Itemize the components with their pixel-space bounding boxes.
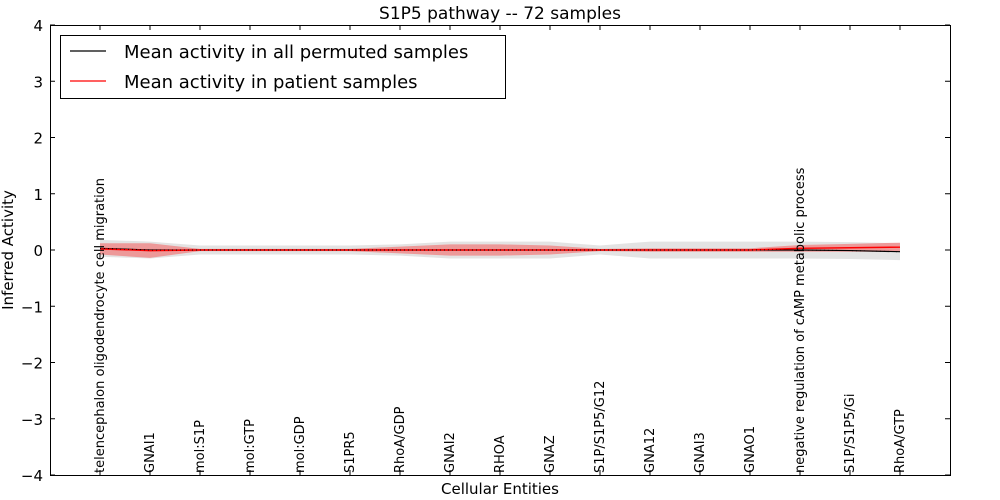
y-axis-label: Inferred Activity bbox=[0, 190, 17, 310]
y-tick-label: 4 bbox=[33, 17, 43, 35]
y-tick-label: 2 bbox=[33, 130, 43, 148]
y-tick-label: −2 bbox=[21, 355, 43, 373]
x-tick-label: RhoA/GDP bbox=[393, 406, 408, 473]
y-tick-label: 1 bbox=[33, 186, 43, 204]
x-tick-label: mol:GTP bbox=[243, 419, 258, 473]
x-tick-label: S1P/S1P5/G12 bbox=[593, 381, 608, 473]
x-tick-label: S1PR5 bbox=[343, 431, 358, 473]
plot-frame bbox=[50, 25, 951, 476]
x-tick-label: telencephalon oligodendrocyte cell migra… bbox=[93, 178, 108, 473]
legend-label-patient: Mean activity in patient samples bbox=[124, 72, 418, 93]
x-tick-label: S1P/S1P5/Gi bbox=[843, 394, 858, 473]
legend: Mean activity in all permuted samples Me… bbox=[60, 35, 506, 99]
legend-label-permuted: Mean activity in all permuted samples bbox=[124, 42, 468, 63]
x-tick-label: GNAZ bbox=[543, 435, 558, 473]
x-axis-label: Cellular Entities bbox=[441, 480, 559, 498]
legend-box bbox=[60, 35, 506, 99]
x-tick-label: RhoA/GTP bbox=[893, 409, 908, 473]
y-tick-label: −1 bbox=[21, 298, 43, 316]
x-tick-label: GNAI3 bbox=[693, 432, 708, 473]
x-tick-label: mol:GDP bbox=[293, 416, 308, 473]
x-tick-label: GNA12 bbox=[643, 428, 658, 473]
x-tick-label: negative regulation of cAMP metabolic pr… bbox=[793, 167, 808, 473]
line-permuted-dots bbox=[99, 247, 901, 253]
y-tick-label: 3 bbox=[33, 73, 43, 91]
y-tick-label: −3 bbox=[21, 411, 43, 429]
x-tick-label: RHOA bbox=[493, 435, 508, 473]
x-tick-label: GNAO1 bbox=[743, 426, 758, 473]
x-tick-label: GNAI2 bbox=[443, 432, 458, 473]
chart-title: S1P5 pathway -- 72 samples bbox=[379, 4, 621, 24]
y-tick-label: 0 bbox=[33, 242, 43, 260]
x-tick-label: mol:S1P bbox=[193, 420, 208, 473]
y-tick-label: −4 bbox=[21, 467, 43, 485]
x-tick-label: GNAI1 bbox=[143, 432, 158, 473]
